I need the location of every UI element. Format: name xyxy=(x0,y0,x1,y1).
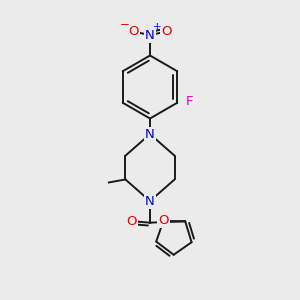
Text: −: − xyxy=(120,18,130,32)
Text: N: N xyxy=(145,128,155,141)
Text: +: + xyxy=(153,22,162,32)
Text: F: F xyxy=(186,95,194,108)
Text: N: N xyxy=(145,195,155,208)
Text: N: N xyxy=(145,28,155,42)
Text: O: O xyxy=(158,214,169,227)
Text: O: O xyxy=(161,25,172,38)
Text: O: O xyxy=(128,25,139,38)
Text: O: O xyxy=(126,215,137,228)
